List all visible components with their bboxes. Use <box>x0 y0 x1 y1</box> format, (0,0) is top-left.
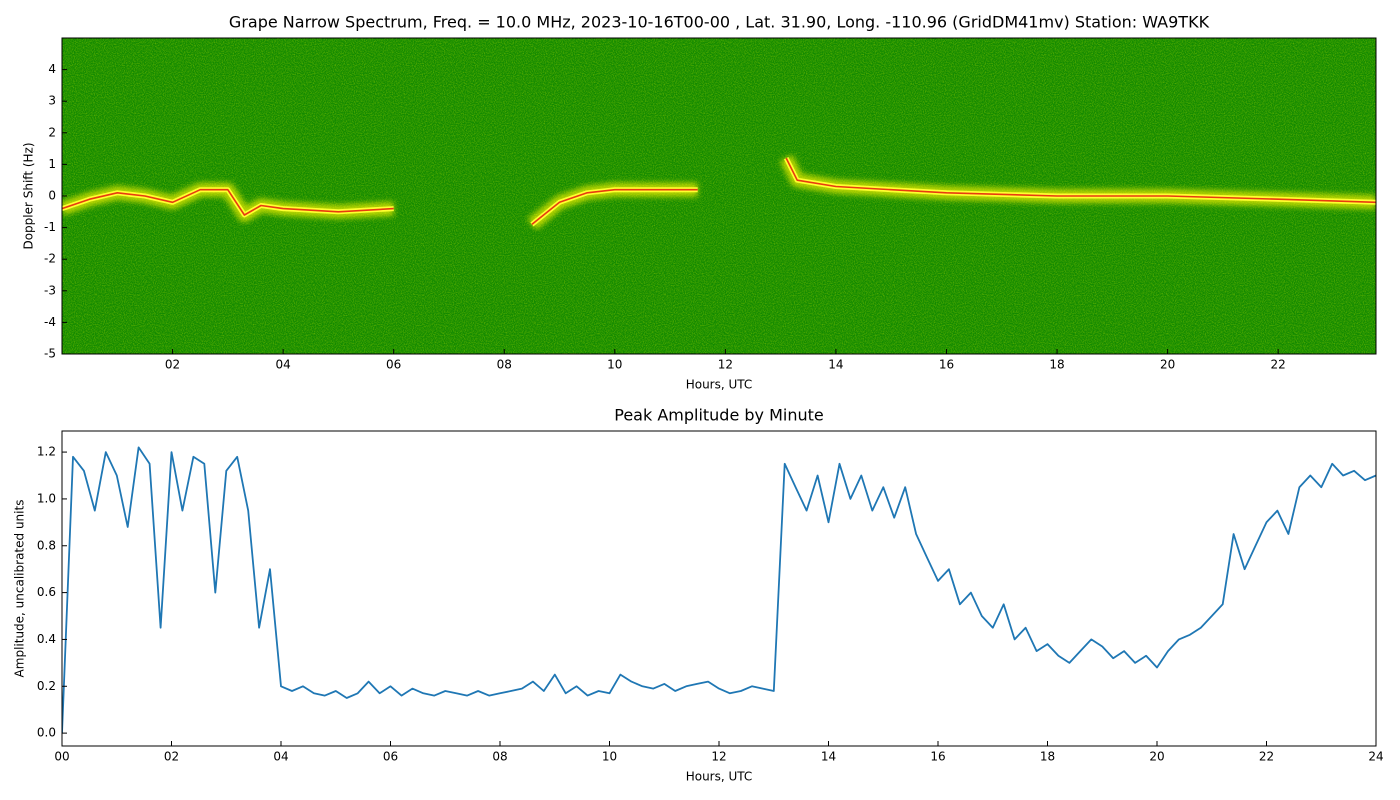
y-tick-label: -1 <box>44 220 56 234</box>
x-tick-label: 18 <box>1049 358 1064 372</box>
x-tick-label: 12 <box>718 358 733 372</box>
x-tick-label: 04 <box>275 358 290 372</box>
x-tick-label: 18 <box>1040 750 1055 764</box>
x-tick-label: 06 <box>383 750 398 764</box>
x-tick-label: 22 <box>1271 358 1286 372</box>
x-tick-label: 16 <box>930 750 945 764</box>
y-tick-label: 0.4 <box>37 632 56 646</box>
plot-area <box>62 446 1376 734</box>
x-tick-label: 08 <box>497 358 512 372</box>
x-tick-label: 22 <box>1259 750 1274 764</box>
x-tick-label: 10 <box>602 750 617 764</box>
x-tick-label: 12 <box>711 750 726 764</box>
y-tick-label: 4 <box>48 62 56 76</box>
y-tick-label: 1.2 <box>37 445 56 459</box>
x-tick-label: 16 <box>939 358 954 372</box>
x-tick-label: 06 <box>386 358 401 372</box>
axes-frame <box>61 430 1377 747</box>
y-tick-label: 0 <box>48 189 56 203</box>
x-tick-label: 14 <box>828 358 843 372</box>
chart-title: Peak Amplitude by Minute <box>614 406 824 425</box>
x-tick-label: 24 <box>1368 750 1383 764</box>
y-tick-label: 0.6 <box>37 585 56 599</box>
x-axis-label: Hours, UTC <box>686 378 753 392</box>
y-tick-label: -2 <box>44 252 56 266</box>
y-axis-label: Doppler Shift (Hz) <box>22 142 36 249</box>
x-tick-label: 02 <box>164 750 179 764</box>
y-tick-label: -5 <box>44 347 56 361</box>
y-tick-label: 0.2 <box>37 679 56 693</box>
y-tick-label: 2 <box>48 125 56 139</box>
chart-title: Grape Narrow Spectrum, Freq. = 10.0 MHz,… <box>229 13 1210 32</box>
y-tick-label: 0.0 <box>37 726 56 740</box>
amplitude-line <box>62 446 1376 734</box>
x-tick-label: 00 <box>54 750 69 764</box>
x-tick-label: 20 <box>1149 750 1164 764</box>
doppler-trace <box>62 157 1376 226</box>
x-axis-label: Hours, UTC <box>686 770 753 784</box>
plot-area <box>62 38 1376 354</box>
x-tick-label: 10 <box>607 358 622 372</box>
y-tick-label: 1 <box>48 157 56 171</box>
x-tick-label: 08 <box>492 750 507 764</box>
y-tick-label: 0.8 <box>37 538 56 552</box>
x-tick-label: 02 <box>165 358 180 372</box>
y-tick-label: 3 <box>48 94 56 108</box>
x-tick-label: 14 <box>821 750 836 764</box>
y-axis-label: Amplitude, uncalibrated units <box>13 500 27 678</box>
y-tick-label: -3 <box>44 283 56 297</box>
x-tick-label: 20 <box>1160 358 1175 372</box>
y-tick-label: -4 <box>44 315 56 329</box>
y-tick-label: 1.0 <box>37 491 56 505</box>
x-tick-label: 04 <box>273 750 288 764</box>
